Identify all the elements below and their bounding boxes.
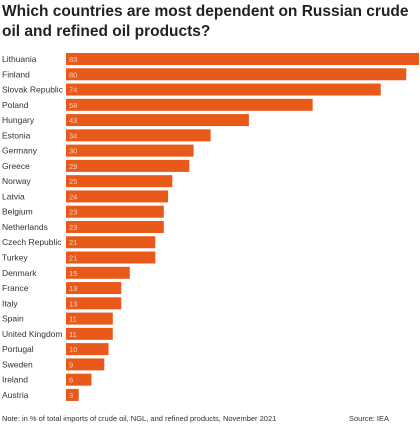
category-label: Germany xyxy=(2,146,38,156)
category-label: Poland xyxy=(2,100,29,110)
bar xyxy=(66,327,113,340)
value-label: 30 xyxy=(69,147,77,156)
value-label: 21 xyxy=(69,254,77,263)
value-label: 21 xyxy=(69,238,77,247)
value-label: 43 xyxy=(69,116,77,125)
bar xyxy=(66,220,164,233)
bar xyxy=(66,53,419,65)
value-label: 74 xyxy=(69,86,77,95)
chart-source: Source: IEA xyxy=(349,414,390,423)
category-label: Hungary xyxy=(2,115,35,125)
value-label: 24 xyxy=(69,192,77,201)
bar xyxy=(66,373,92,386)
value-label: 15 xyxy=(69,269,77,278)
category-label: Italy xyxy=(2,298,18,308)
bar xyxy=(66,129,211,142)
category-label: Ireland xyxy=(2,375,28,385)
category-label: Austria xyxy=(2,390,29,400)
category-label: Greece xyxy=(2,161,30,171)
category-label: France xyxy=(2,283,29,293)
category-label: Spain xyxy=(2,314,24,324)
category-label: Denmark xyxy=(2,268,37,278)
category-label: Turkey xyxy=(2,253,28,263)
value-label: 13 xyxy=(69,299,77,308)
category-label: United Kingdom xyxy=(2,329,62,339)
value-label: 83 xyxy=(69,55,77,64)
chart-title: Which countries are most dependent on Ru… xyxy=(2,3,409,40)
category-label: Lithuania xyxy=(2,54,37,64)
category-label: Belgium xyxy=(2,207,33,217)
value-label: 6 xyxy=(69,376,73,385)
bar xyxy=(66,236,156,249)
bar-chart: Lithuania 83 Finland 80 Slovak Republic 74 Pol… xyxy=(2,53,419,401)
value-label: 3 xyxy=(69,391,73,400)
category-label: Latvia xyxy=(2,191,25,201)
value-label: 34 xyxy=(69,131,77,140)
value-label: 58 xyxy=(69,101,77,110)
bar xyxy=(66,343,109,356)
bar xyxy=(66,205,164,218)
value-label: 23 xyxy=(69,208,77,217)
value-label: 10 xyxy=(69,345,77,354)
bar xyxy=(66,282,122,295)
value-label: 13 xyxy=(69,284,77,293)
value-label: 80 xyxy=(69,70,77,79)
category-label: Slovak Republic xyxy=(2,85,64,95)
category-label: Estonia xyxy=(2,130,31,140)
category-label: Czech Republic xyxy=(2,237,62,247)
category-label: Finland xyxy=(2,69,30,79)
category-label: Sweden xyxy=(2,359,33,369)
bar xyxy=(66,175,173,188)
value-label: 23 xyxy=(69,223,77,232)
bar xyxy=(66,144,194,157)
bar xyxy=(66,190,169,203)
value-label: 11 xyxy=(69,330,77,339)
chart-note: Note: in % of total imports of crude oil… xyxy=(2,414,277,423)
bar xyxy=(66,358,105,371)
bar xyxy=(66,159,190,172)
value-label: 9 xyxy=(69,360,73,369)
bar xyxy=(66,114,249,127)
category-label: Norway xyxy=(2,176,32,186)
category-label: Portugal xyxy=(2,344,34,354)
value-label: 11 xyxy=(69,315,77,324)
value-label: 25 xyxy=(69,177,77,186)
category-label: Netherlands xyxy=(2,222,48,232)
bar xyxy=(66,297,122,310)
bar xyxy=(66,266,130,279)
bar xyxy=(66,388,79,401)
bar xyxy=(66,251,156,264)
bar xyxy=(66,312,113,325)
bar xyxy=(66,98,313,111)
value-label: 29 xyxy=(69,162,77,171)
bar xyxy=(66,83,381,96)
bar xyxy=(66,68,407,81)
